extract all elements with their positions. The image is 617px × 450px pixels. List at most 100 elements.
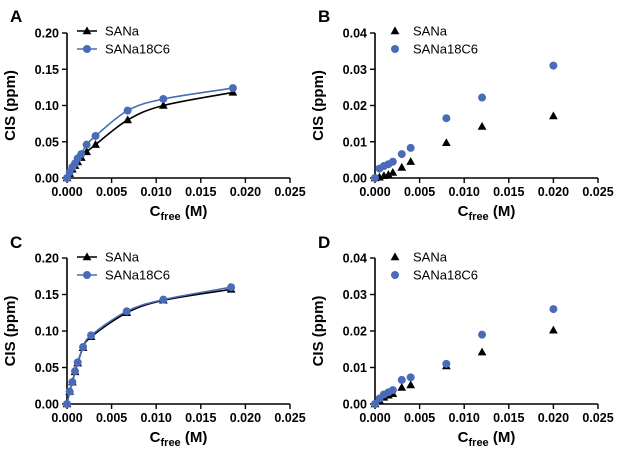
x-tick-label: 0.005 <box>96 411 127 425</box>
x-tick-label: 0.000 <box>359 411 390 425</box>
legend-label: SANa <box>413 24 448 39</box>
panel-letter: A <box>10 7 22 26</box>
data-point-circle <box>406 373 415 382</box>
legend: SANa SANa18C6 <box>77 250 170 283</box>
data-point-triangle <box>441 138 451 147</box>
legend-marker-triangle <box>82 26 92 35</box>
x-axis-title: Cfree (M) <box>150 429 208 449</box>
legend-marker-triangle <box>390 26 400 35</box>
x-tick-label: 0.000 <box>359 185 390 199</box>
data-point-circle <box>228 84 237 93</box>
data-point-circle <box>397 375 406 384</box>
x-tick-label: 0.005 <box>96 185 127 199</box>
data-point-circle <box>159 94 168 103</box>
panel-d: D 0.00 0.01 0.02 0.03 0.04 0.000 0.005 0.010 0.01… <box>310 233 614 449</box>
legend: SANa SANa18C6 <box>390 250 478 283</box>
panel-letter: C <box>10 233 22 252</box>
x-tick-label: 0.025 <box>274 185 305 199</box>
data-point-circle <box>371 400 379 408</box>
legend-label: SANa18C6 <box>413 42 478 57</box>
series-sana18c6 <box>63 84 237 182</box>
data-point-circle <box>406 143 415 152</box>
x-tick-label: 0.015 <box>185 411 216 425</box>
data-point-circle <box>73 358 82 367</box>
x-tick-label: 0.000 <box>51 185 82 199</box>
x-axis-title: Cfree (M) <box>150 203 208 223</box>
x-tick-label: 0.010 <box>449 185 480 199</box>
data-point-triangle <box>406 157 416 165</box>
x-tick-label: 0.010 <box>141 411 172 425</box>
y-tick-label: 0.05 <box>35 135 59 149</box>
data-point-triangle <box>123 115 133 124</box>
legend-label: SANa <box>105 250 140 265</box>
y-tick-label: 0.10 <box>35 325 59 339</box>
legend-label: SANa18C6 <box>105 42 170 57</box>
data-point-triangle <box>477 347 487 356</box>
data-point-circle <box>77 150 86 159</box>
y-tick-label: 0.04 <box>343 27 367 41</box>
y-tick-label: 0.15 <box>35 63 59 77</box>
x-tick-label: 0.005 <box>404 411 435 425</box>
data-point-circle <box>159 295 168 304</box>
data-point-circle <box>63 400 71 408</box>
y-tick-label: 0.03 <box>343 63 367 77</box>
data-point-circle <box>79 343 88 352</box>
data-point-circle <box>549 305 558 314</box>
y-tick-label: 0.02 <box>343 325 367 339</box>
x-tick-label: 0.010 <box>141 185 172 199</box>
x-tick-label: 0.020 <box>230 185 261 199</box>
legend-marker-circle <box>391 271 399 279</box>
y-tick-label: 0.00 <box>35 398 59 412</box>
y-axis-title: CIS (ppm) <box>2 296 19 367</box>
data-point-circle <box>442 359 451 368</box>
fit-curve <box>66 288 232 405</box>
legend-label: SANa18C6 <box>413 268 478 283</box>
y-tick-label: 0.02 <box>343 99 367 113</box>
data-point-triangle <box>158 100 168 109</box>
series-sana18c6 <box>63 283 236 408</box>
data-point-circle <box>65 387 74 396</box>
data-point-triangle <box>549 111 558 120</box>
data-point-circle <box>388 386 397 395</box>
y-tick-label: 0.05 <box>35 361 59 375</box>
data-point-circle <box>68 378 77 387</box>
legend-label: SANa <box>105 24 140 39</box>
data-point-circle <box>442 114 451 123</box>
legend: SANa SANa18C6 <box>77 24 170 57</box>
panel-letter: D <box>318 233 330 252</box>
y-tick-label: 0.15 <box>35 288 59 302</box>
fit-curve <box>66 286 232 405</box>
x-tick-label: 0.010 <box>449 411 480 425</box>
data-point-triangle <box>388 167 398 176</box>
data-point-circle <box>549 61 558 70</box>
data-point-triangle <box>549 325 558 334</box>
data-point-circle <box>123 106 132 115</box>
data-point-triangle <box>397 382 407 391</box>
data-point-triangle <box>477 121 487 130</box>
x-tick-label: 0.025 <box>582 185 613 199</box>
x-tick-label: 0.025 <box>582 411 613 425</box>
x-tick-label: 0.020 <box>230 411 261 425</box>
panel-b: B 0.00 0.01 0.02 0.03 0.04 0.000 0.005 0.010 0.01… <box>310 7 614 223</box>
y-axis-title: CIS (ppm) <box>310 70 327 141</box>
y-tick-label: 0.01 <box>343 361 367 375</box>
series-sana <box>370 111 558 182</box>
panel-a: A 0.00 0.05 0.10 0.15 0.20 0.000 0.005 0.010 0.01… <box>2 7 306 223</box>
y-tick-label: 0.00 <box>343 398 367 412</box>
panel-letter: B <box>318 7 330 26</box>
y-axis-title: CIS (ppm) <box>2 70 19 141</box>
data-point-circle <box>227 283 236 292</box>
y-tick-label: 0.10 <box>35 99 59 113</box>
legend-marker-circle <box>83 271 91 279</box>
y-tick-label: 0.00 <box>35 172 59 186</box>
x-tick-label: 0.025 <box>274 411 305 425</box>
x-tick-label: 0.015 <box>185 185 216 199</box>
series-sana <box>370 325 558 408</box>
data-point-circle <box>388 157 397 166</box>
y-tick-label: 0.03 <box>343 288 367 302</box>
x-tick-label: 0.015 <box>493 185 524 199</box>
series-sana18c6 <box>371 61 558 182</box>
data-point-triangle <box>384 170 393 178</box>
x-axis-title: Cfree (M) <box>458 203 516 223</box>
